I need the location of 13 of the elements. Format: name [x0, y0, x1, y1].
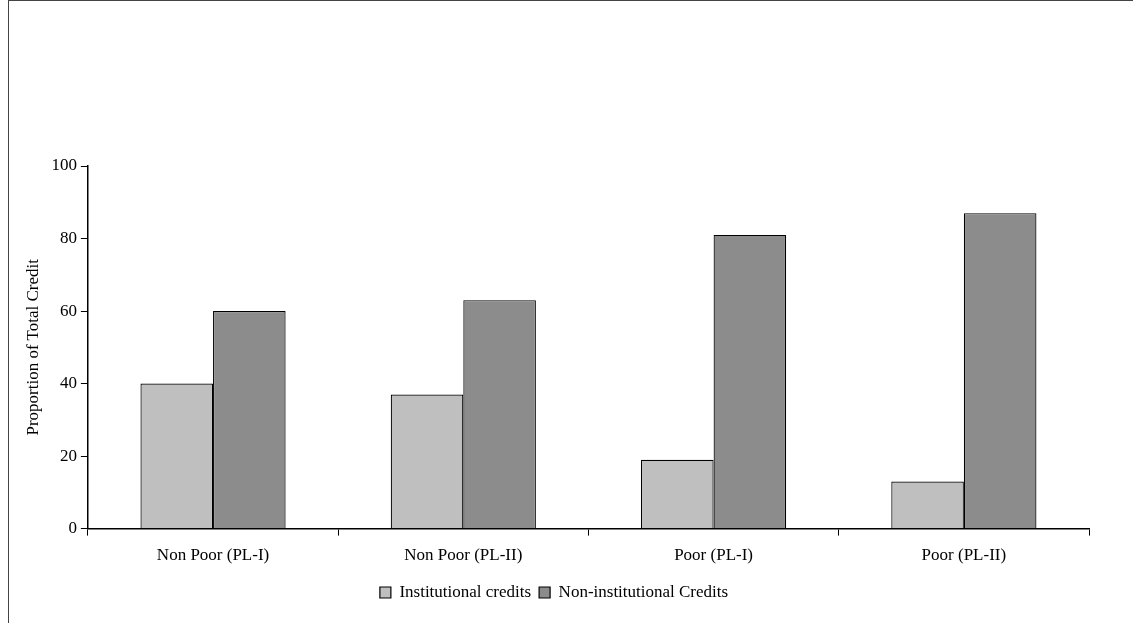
- y-tick-label: 0: [68, 518, 77, 538]
- x-tick-label: Non Poor (PL-II): [404, 545, 523, 565]
- y-tick-label: 100: [51, 155, 77, 175]
- y-axis-title: Proportion of Total Credit: [22, 258, 42, 436]
- y-tick-label: 60: [59, 300, 77, 320]
- x-tick-label: Poor (PL-I): [674, 545, 754, 565]
- y-tick-label: 80: [59, 227, 77, 247]
- y-tick-label: 20: [59, 445, 77, 465]
- y-tick-label: 40: [59, 373, 77, 393]
- legend-label: Non-institutional Credits: [558, 581, 729, 601]
- x-tick-label: Poor (PL-II): [921, 545, 1007, 565]
- x-tick-label: Non Poor (PL-I): [156, 545, 270, 565]
- legend-label: Institutional credits: [399, 581, 532, 601]
